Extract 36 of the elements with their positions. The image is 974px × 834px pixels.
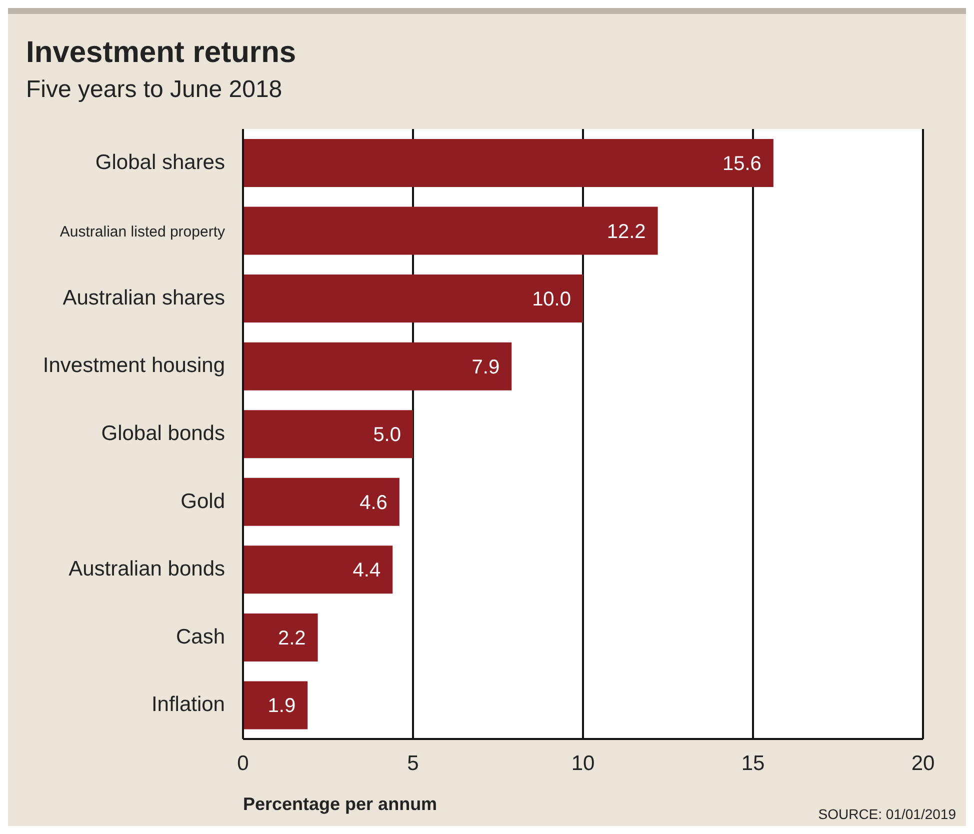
y-tick-label: Cash xyxy=(176,625,225,648)
bar xyxy=(243,342,512,390)
data-label: 5.0 xyxy=(373,424,401,446)
y-tick-label: Australian bonds xyxy=(68,558,225,581)
x-axis-title: Percentage per annum xyxy=(243,794,438,815)
bar xyxy=(243,206,658,255)
bar xyxy=(243,613,318,662)
data-label: 12.2 xyxy=(606,220,646,243)
data-label: 2.2 xyxy=(278,627,306,650)
y-tick-label: Australian listed property xyxy=(60,224,226,241)
source-note: SOURCE: 01/01/2019 xyxy=(818,806,956,822)
data-label: 7.9 xyxy=(472,356,500,378)
data-label: 15.6 xyxy=(722,153,762,175)
data-label: 4.4 xyxy=(352,560,381,582)
y-tick-label: Global bonds xyxy=(101,422,225,445)
y-tick-label: Gold xyxy=(180,490,225,513)
bar xyxy=(243,139,774,187)
bar xyxy=(243,681,308,730)
y-tick-label: Investment housing xyxy=(42,354,225,378)
data-label: 1.9 xyxy=(268,695,296,718)
x-tick-label: 5 xyxy=(407,752,419,775)
x-tick-label: 0 xyxy=(237,752,249,775)
bar xyxy=(243,546,393,594)
data-label: 4.6 xyxy=(360,492,388,514)
chart-subtitle: Five years to June 2018 xyxy=(26,76,282,104)
bar xyxy=(243,478,400,526)
bar xyxy=(243,410,413,458)
x-tick-label: 15 xyxy=(741,752,765,775)
y-tick-label: Global shares xyxy=(95,150,225,174)
bar xyxy=(243,274,583,323)
chart-title: Investment returns xyxy=(26,36,296,70)
y-tick-label: Inflation xyxy=(151,693,225,716)
x-tick-label: 10 xyxy=(571,752,595,775)
y-tick-label: Australian shares xyxy=(62,286,225,310)
x-tick-label: 20 xyxy=(911,752,935,775)
data-label: 10.0 xyxy=(532,288,571,311)
